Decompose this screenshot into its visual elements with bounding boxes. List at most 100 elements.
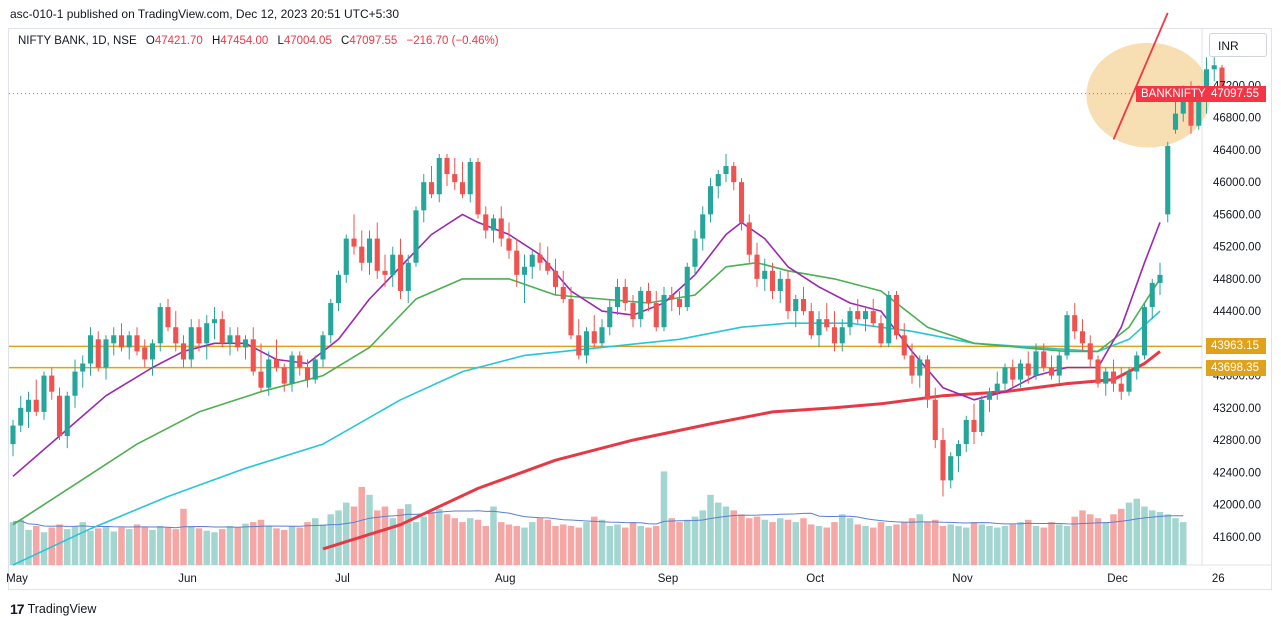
candle-body xyxy=(1219,67,1225,94)
volume-bar xyxy=(172,529,180,565)
volume-bar xyxy=(156,526,164,565)
volume-bar xyxy=(893,524,900,565)
volume-bar xyxy=(63,529,71,565)
volume-bar xyxy=(1094,518,1102,565)
candle xyxy=(1095,355,1101,388)
volume-bar xyxy=(497,522,505,565)
volume-bar xyxy=(544,519,552,565)
candle-body xyxy=(870,311,876,324)
candle xyxy=(676,290,683,316)
candle xyxy=(1079,319,1086,352)
candle-body xyxy=(731,166,737,183)
candle xyxy=(498,206,504,247)
candle-body xyxy=(1157,274,1163,283)
y-tick-label: 42400.00 xyxy=(1213,467,1261,479)
volume-bar xyxy=(1102,522,1110,565)
volume-bar xyxy=(1156,511,1164,565)
volume-bar xyxy=(56,524,63,565)
candle-body xyxy=(800,299,807,312)
candle xyxy=(149,339,156,376)
candle-body xyxy=(1172,113,1179,130)
legend-high-label: H xyxy=(211,35,221,47)
volume-bar xyxy=(404,504,412,565)
candle xyxy=(1002,363,1008,392)
candle-body xyxy=(614,286,621,308)
candle xyxy=(459,161,466,199)
candle xyxy=(444,153,450,187)
candle-body xyxy=(18,407,24,426)
legend-low-label: L xyxy=(277,35,284,47)
volume-average-line xyxy=(12,510,1184,529)
candle xyxy=(95,331,101,372)
volume-bar xyxy=(660,471,668,565)
volume-bar xyxy=(877,522,885,565)
legend-symbol[interactable]: NIFTY BANK, 1D, NSE xyxy=(18,35,137,47)
volume-bar xyxy=(707,494,714,565)
volume-bar xyxy=(327,514,335,565)
y-tick-label: 46800.00 xyxy=(1213,113,1261,125)
candle xyxy=(979,395,985,437)
x-tick-label: Dec xyxy=(1107,573,1128,585)
candle xyxy=(1064,311,1070,360)
candle-body xyxy=(41,375,47,412)
candle xyxy=(405,254,411,304)
candle-body xyxy=(1203,69,1210,90)
x-tick-label: 26 xyxy=(1212,573,1225,585)
candle-body xyxy=(1188,89,1194,126)
volume-bar xyxy=(1125,502,1133,565)
volume-bar xyxy=(40,532,48,565)
candle-body xyxy=(769,270,776,291)
candle xyxy=(103,335,109,380)
candle-body xyxy=(514,250,520,275)
candle xyxy=(816,311,822,348)
candle xyxy=(467,157,473,203)
volume-bar xyxy=(505,524,513,565)
candle xyxy=(87,327,94,376)
volume-bar xyxy=(211,532,218,565)
candle xyxy=(1165,141,1171,223)
candle-body xyxy=(266,359,272,388)
volume-bar xyxy=(598,519,606,565)
candle-body xyxy=(692,238,698,267)
volume-bar xyxy=(311,518,319,565)
level-tag-2: 43698.35 xyxy=(1206,359,1266,376)
legend-high-value: 47454.00 xyxy=(220,35,269,47)
volume-bar xyxy=(319,524,327,565)
candle-body xyxy=(1134,355,1140,372)
currency-button[interactable]: INR xyxy=(1209,33,1267,57)
candle-body xyxy=(1149,282,1155,308)
y-tick-label: 41600.00 xyxy=(1213,532,1261,544)
candle xyxy=(1149,278,1155,320)
footer-branding[interactable]: 17 TradingView xyxy=(10,601,96,617)
candle xyxy=(645,282,652,312)
candle-body xyxy=(250,339,256,372)
candle-body xyxy=(754,254,760,279)
candle xyxy=(560,270,566,304)
last-price-tag: 47097.55 xyxy=(1206,85,1266,102)
candle xyxy=(25,391,32,428)
candle xyxy=(1134,351,1140,380)
candle xyxy=(591,315,597,348)
volume-bar xyxy=(1063,526,1071,565)
candle-body xyxy=(258,371,264,388)
candle xyxy=(638,286,644,328)
candle xyxy=(273,339,280,372)
volume-bar xyxy=(691,516,699,565)
candle-body xyxy=(10,425,16,445)
candle xyxy=(1048,355,1055,380)
volume-bar xyxy=(986,526,993,565)
candle xyxy=(552,258,559,295)
candle-body xyxy=(917,359,923,376)
volume-bar xyxy=(420,516,428,565)
candle xyxy=(940,427,946,497)
volume-bar xyxy=(800,518,807,565)
volume-bar xyxy=(559,524,567,565)
volume-bar xyxy=(552,526,559,565)
candle-body xyxy=(1141,307,1148,356)
candle-body xyxy=(56,395,63,437)
candle-body xyxy=(297,355,303,368)
x-tick-label: May xyxy=(6,573,28,585)
volume-bar xyxy=(955,526,962,565)
candle xyxy=(746,214,752,263)
